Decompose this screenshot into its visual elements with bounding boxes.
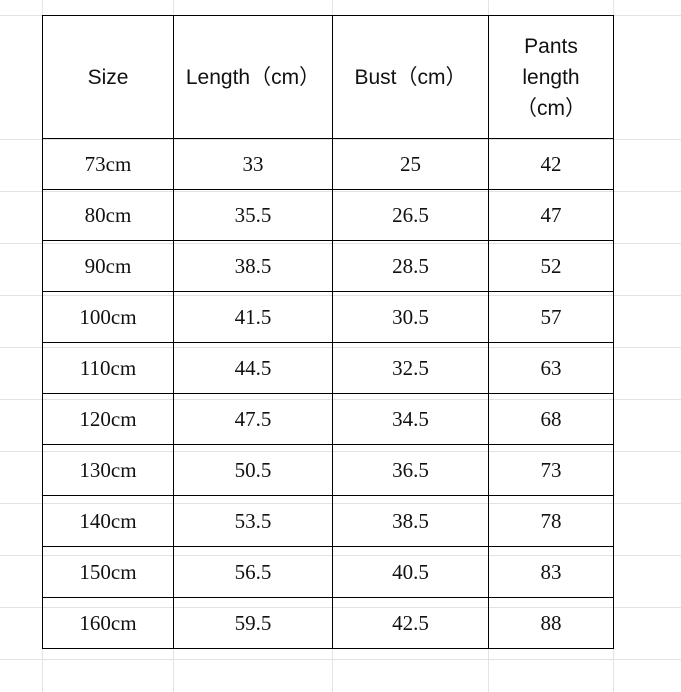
cell-pants-length: 83 <box>488 546 614 598</box>
table-row: 130cm 50.5 36.5 73 <box>42 444 614 496</box>
cell-bust: 26.5 <box>332 189 489 241</box>
cell-pants-length: 52 <box>488 240 614 292</box>
cell-bust: 25 <box>332 138 489 190</box>
header-bust: Bust（cm） <box>332 15 489 139</box>
header-size: Size <box>42 15 174 139</box>
table-row: 100cm 41.5 30.5 57 <box>42 291 614 343</box>
cell-size: 73cm <box>42 138 174 190</box>
cell-length: 41.5 <box>173 291 333 343</box>
header-row: Size Length（cm） Bust（cm） Pants length （c… <box>42 15 614 139</box>
cell-bust: 28.5 <box>332 240 489 292</box>
cell-size: 90cm <box>42 240 174 292</box>
cell-size: 120cm <box>42 393 174 445</box>
cell-bust: 34.5 <box>332 393 489 445</box>
cell-length: 38.5 <box>173 240 333 292</box>
table-row: 90cm 38.5 28.5 52 <box>42 240 614 292</box>
cell-length: 50.5 <box>173 444 333 496</box>
size-chart-table: Size Length（cm） Bust（cm） Pants length （c… <box>42 15 614 649</box>
grid-line <box>0 659 681 660</box>
cell-length: 35.5 <box>173 189 333 241</box>
cell-bust: 36.5 <box>332 444 489 496</box>
cell-pants-length: 73 <box>488 444 614 496</box>
header-length: Length（cm） <box>173 15 333 139</box>
cell-size: 160cm <box>42 597 174 649</box>
table-row: 120cm 47.5 34.5 68 <box>42 393 614 445</box>
header-pants-line: Pants <box>524 34 578 58</box>
cell-size: 110cm <box>42 342 174 394</box>
grid-line <box>613 0 614 692</box>
cell-size: 100cm <box>42 291 174 343</box>
cell-pants-length: 57 <box>488 291 614 343</box>
cell-size: 140cm <box>42 495 174 547</box>
cell-length: 53.5 <box>173 495 333 547</box>
table-row: 160cm 59.5 42.5 88 <box>42 597 614 649</box>
cell-pants-length: 42 <box>488 138 614 190</box>
cell-size: 80cm <box>42 189 174 241</box>
cell-length: 44.5 <box>173 342 333 394</box>
cell-length: 56.5 <box>173 546 333 598</box>
cell-length: 59.5 <box>173 597 333 649</box>
header-pants-line: length <box>522 65 580 89</box>
table-row: 73cm 33 25 42 <box>42 138 614 190</box>
header-pants-line: （cm） <box>516 96 586 120</box>
cell-pants-length: 88 <box>488 597 614 649</box>
table-row: 150cm 56.5 40.5 83 <box>42 546 614 598</box>
header-pants-length: Pants length （cm） <box>488 15 614 139</box>
cell-bust: 32.5 <box>332 342 489 394</box>
cell-bust: 40.5 <box>332 546 489 598</box>
cell-length: 33 <box>173 138 333 190</box>
cell-pants-length: 68 <box>488 393 614 445</box>
cell-size: 130cm <box>42 444 174 496</box>
cell-size: 150cm <box>42 546 174 598</box>
cell-bust: 38.5 <box>332 495 489 547</box>
cell-bust: 42.5 <box>332 597 489 649</box>
table-row: 140cm 53.5 38.5 78 <box>42 495 614 547</box>
cell-bust: 30.5 <box>332 291 489 343</box>
cell-pants-length: 78 <box>488 495 614 547</box>
cell-pants-length: 47 <box>488 189 614 241</box>
cell-length: 47.5 <box>173 393 333 445</box>
table-row: 110cm 44.5 32.5 63 <box>42 342 614 394</box>
table-row: 80cm 35.5 26.5 47 <box>42 189 614 241</box>
cell-pants-length: 63 <box>488 342 614 394</box>
